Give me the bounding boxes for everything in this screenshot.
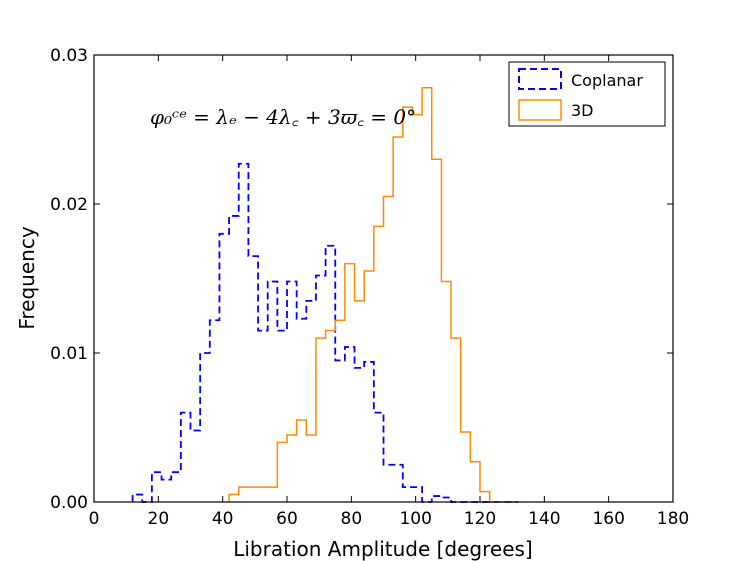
x-tick-label: 160 xyxy=(592,509,624,529)
x-tick-label: 180 xyxy=(657,509,689,529)
x-axis-label: Libration Amplitude [degrees] xyxy=(233,537,533,561)
x-tick-label: 60 xyxy=(276,509,298,529)
x-tick-label: 100 xyxy=(399,509,431,529)
legend-box xyxy=(508,61,666,127)
series-3d-step xyxy=(228,87,519,503)
x-tick-label: 0 xyxy=(89,509,100,529)
legend-swatch-coplanar xyxy=(518,68,562,90)
x-tick-label: 120 xyxy=(464,509,496,529)
x-tick-label: 80 xyxy=(341,509,363,529)
y-tick-label: 0.01 xyxy=(50,344,88,364)
y-tick-label: 0.00 xyxy=(50,493,88,513)
x-tick-label: 40 xyxy=(212,509,234,529)
equation-annotation: φ₀ᶜᵉ = λₑ − 4λ꜀ + 3ϖ꜀ = 0° xyxy=(150,105,416,129)
tick-layer: 0 20 40 60 80 100 120 140 160 180 0.00 0.01 0.02 0.03 xyxy=(50,46,689,529)
y-tick-label: 0.03 xyxy=(50,46,88,66)
legend: Coplanar 3D xyxy=(508,61,666,127)
y-tick-label: 0.02 xyxy=(50,195,88,215)
x-tick-label: 140 xyxy=(528,509,560,529)
y-axis-label: Frequency xyxy=(15,226,39,329)
x-tick-label: 20 xyxy=(148,509,170,529)
legend-swatch-3d xyxy=(518,99,562,121)
legend-label-3d: 3D xyxy=(571,101,594,120)
plot-frame xyxy=(93,54,674,503)
legend-label-coplanar: Coplanar xyxy=(571,71,643,90)
